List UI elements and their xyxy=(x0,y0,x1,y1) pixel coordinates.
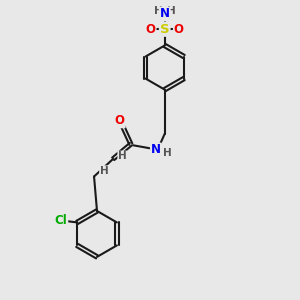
Text: H: H xyxy=(154,6,163,16)
Text: H: H xyxy=(100,166,109,176)
Text: H: H xyxy=(167,6,176,16)
Text: S: S xyxy=(160,23,169,36)
Text: N: N xyxy=(160,8,170,20)
Text: H: H xyxy=(118,152,127,161)
Text: Cl: Cl xyxy=(55,214,67,227)
Text: N: N xyxy=(151,143,161,157)
Text: O: O xyxy=(115,114,125,127)
Text: O: O xyxy=(146,23,156,36)
Text: H: H xyxy=(163,148,172,158)
Text: O: O xyxy=(174,23,184,36)
